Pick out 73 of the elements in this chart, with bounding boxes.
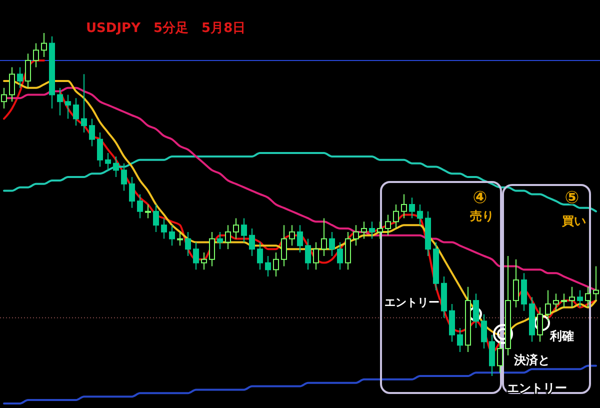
- chart-title: USDJPY 5分足 5月8日: [86, 21, 246, 36]
- candlestick: [209, 231, 215, 267]
- candlestick: [329, 231, 335, 256]
- candlestick: [305, 238, 311, 270]
- candlestick: [321, 218, 327, 256]
- candlestick: [201, 252, 207, 270]
- annotation: 決済と: [513, 353, 550, 367]
- candlestick: [169, 224, 175, 246]
- candlestick: [113, 156, 119, 178]
- candlestick: [97, 132, 103, 168]
- candlestick: [57, 87, 63, 116]
- candlestick: [385, 214, 391, 236]
- annotation: 買い: [561, 214, 586, 228]
- annotation: ④: [472, 188, 488, 208]
- candlestick: [569, 286, 575, 308]
- candlestick: [281, 224, 287, 267]
- candlestick: [145, 204, 151, 219]
- candlestick: [25, 53, 31, 88]
- candlestick: [497, 341, 503, 374]
- candlestick: [241, 218, 247, 243]
- candlestick: [409, 197, 415, 219]
- candlestick: [121, 162, 127, 192]
- text: エントリー: [507, 381, 567, 395]
- candlestick: [577, 290, 583, 308]
- candlestick: [289, 224, 295, 246]
- candlestick: [257, 242, 263, 270]
- candlestick: [553, 293, 559, 312]
- candlestick: [193, 242, 199, 270]
- candlestick: [265, 255, 271, 278]
- annotation: 売り: [470, 209, 494, 223]
- candlestick: [81, 74, 87, 133]
- candlestick: [41, 32, 47, 58]
- candlestick: [33, 42, 39, 68]
- candlestick: [361, 221, 367, 240]
- candlestick: [105, 152, 111, 171]
- candlestick: [481, 314, 487, 350]
- candlestick: [537, 306, 543, 342]
- candlestick: [457, 327, 463, 352]
- candlestick: [561, 293, 567, 308]
- candlestick: [353, 224, 359, 246]
- candlestick: [401, 194, 407, 219]
- annotation: エントリー: [384, 296, 440, 309]
- candlestick: [185, 231, 191, 256]
- candlestick: [89, 118, 95, 147]
- candlestick: [585, 286, 591, 308]
- candlestick: [9, 66, 15, 102]
- candlestick: [65, 94, 71, 120]
- annotation: ⑤: [564, 188, 580, 208]
- candlestick: [313, 242, 319, 270]
- candlestick: [369, 221, 375, 240]
- candlestick: [161, 218, 167, 240]
- candlestick: [593, 266, 599, 302]
- candlestick: [233, 218, 239, 240]
- annotation: 利確: [549, 329, 574, 343]
- candlestick: [1, 87, 7, 109]
- candlestick: [513, 258, 519, 308]
- candlestick: [217, 231, 223, 250]
- candlestick: [225, 224, 231, 250]
- candlestick: [153, 204, 159, 232]
- candlestick: [545, 290, 551, 322]
- candlestick: [249, 228, 255, 256]
- candlestick: [297, 224, 303, 254]
- candlestick: [273, 252, 279, 278]
- candlestick: [177, 231, 183, 246]
- candlestick: [417, 204, 423, 226]
- candlestick: [137, 194, 143, 219]
- candlestick: [17, 66, 23, 88]
- candlestick: [377, 221, 383, 240]
- candlestick: [473, 293, 479, 328]
- candlestick: [337, 242, 343, 270]
- candlestick: [129, 176, 135, 208]
- candlestick: [393, 204, 399, 230]
- candlestick: [73, 98, 79, 126]
